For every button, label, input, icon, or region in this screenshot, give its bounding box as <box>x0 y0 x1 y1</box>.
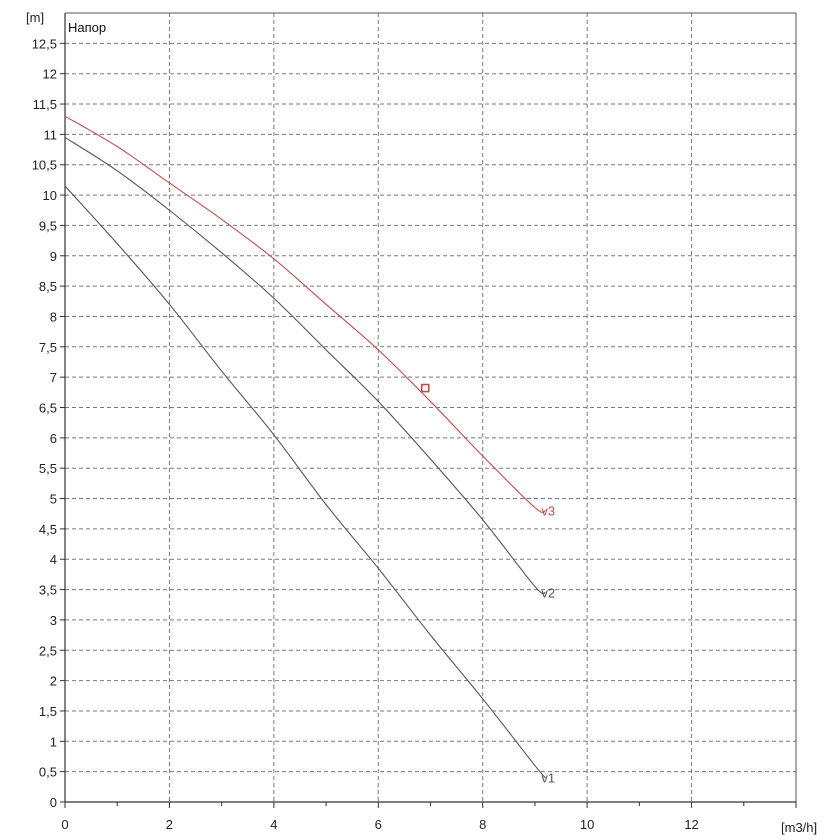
y-tick-label: 7,5 <box>39 340 57 355</box>
y-tick-label: 6 <box>50 431 57 446</box>
series-line-v2 <box>64 136 546 595</box>
y-axis-unit: [m] <box>26 10 44 25</box>
series-label-v1: v1 <box>541 771 555 786</box>
y-tick-label: 3 <box>50 613 57 628</box>
x-tick-label: 8 <box>479 817 486 832</box>
series-lines <box>64 115 546 779</box>
series-label-v2: v2 <box>541 586 555 601</box>
y-tick-label: 11 <box>44 127 58 142</box>
y-tick-label: 8 <box>50 309 57 324</box>
y-tick-label: 6,5 <box>39 401 57 416</box>
y-tick-label: 2,5 <box>39 643 57 658</box>
axes <box>60 13 797 808</box>
y-tick-label: 4,5 <box>39 522 57 537</box>
x-tick-label: 6 <box>375 817 382 832</box>
grid <box>65 13 797 802</box>
y-tick-label: 7 <box>50 370 57 385</box>
y-tick-label: 12 <box>43 67 57 82</box>
y-tick-label: 5,5 <box>39 461 57 476</box>
y-tick-label: 9,5 <box>39 218 57 233</box>
y-tick-label: 3,5 <box>39 583 57 598</box>
x-tick-label: 2 <box>166 817 173 832</box>
plot-frame <box>65 12 797 802</box>
y-tick-label: 0,5 <box>39 765 57 780</box>
y-tick-label: 2 <box>50 674 57 689</box>
x-tick-label: 10 <box>580 817 594 832</box>
series-line-v1 <box>64 185 546 779</box>
series-line-v3 <box>64 115 546 514</box>
operating-point-marker <box>420 383 430 393</box>
y-tick-label: 0 <box>50 795 57 810</box>
y-tick-label: 1 <box>50 734 57 749</box>
y-tick-label: 11,5 <box>33 97 57 112</box>
y-tick-label: 4 <box>50 552 57 567</box>
y-tick-label: 10,5 <box>32 158 57 173</box>
y-tick-label: 5 <box>50 492 57 507</box>
x-tick-label: 0 <box>61 817 68 832</box>
chart-title: Напор <box>68 20 106 35</box>
x-axis-unit: [m3/h] <box>781 820 817 835</box>
y-tick-label: 9 <box>50 249 57 264</box>
y-tick-label: 12,5 <box>32 36 57 51</box>
labels: 00,511,522,533,544,555,566,577,588,599,5… <box>32 36 699 832</box>
y-tick-label: 10 <box>43 188 57 203</box>
x-tick-label: 4 <box>270 817 277 832</box>
y-tick-label: 8,5 <box>39 279 57 294</box>
x-tick-label: 12 <box>684 817 698 832</box>
y-tick-label: 1,5 <box>39 704 57 719</box>
series-label-v3: v3 <box>541 504 555 519</box>
